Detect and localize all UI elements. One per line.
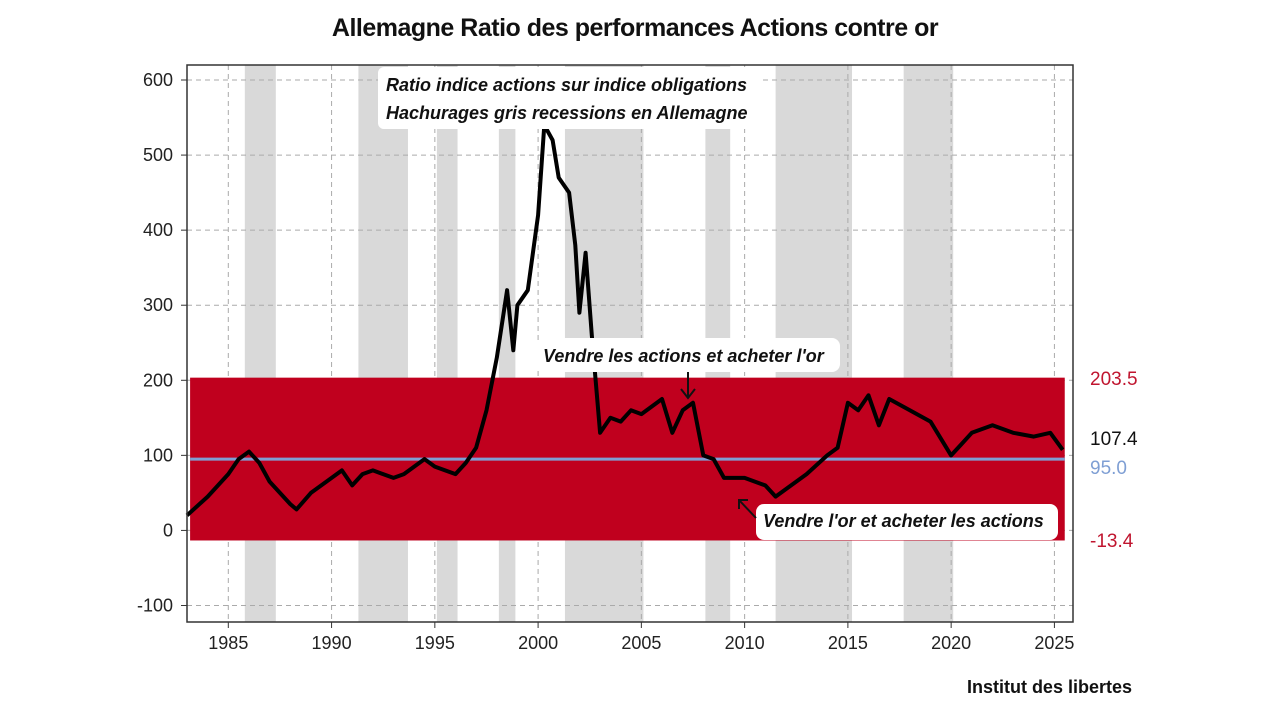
y-tick-label: 200 xyxy=(143,370,173,390)
x-tick-label: 1985 xyxy=(208,633,248,653)
y-tick-label: 400 xyxy=(143,220,173,240)
band-upper-label: 203.5 xyxy=(1090,369,1138,390)
y-tick-label: 0 xyxy=(163,520,173,540)
ratio-series-line xyxy=(185,123,1065,517)
sell-gold-annotation: Vendre l'or et acheter les actions xyxy=(763,511,1044,531)
last-value-label: 107.4 xyxy=(1090,429,1138,450)
sell-stocks-annotation: Vendre les actions et acheter l'or xyxy=(543,346,825,366)
x-tick-label: 2015 xyxy=(828,633,868,653)
x-tick-label: 2025 xyxy=(1034,633,1074,653)
sell-gold-box xyxy=(756,504,1058,540)
mean-label: 95.0 xyxy=(1090,458,1127,479)
plot-frame xyxy=(186,64,1074,623)
x-tick-label: 1995 xyxy=(415,633,455,653)
source-label: Institut des libertes xyxy=(966,677,1132,697)
band-lower-label: -13.4 xyxy=(1090,531,1134,552)
x-tick-label: 2000 xyxy=(518,633,558,653)
y-tick-label: 600 xyxy=(143,70,173,90)
legend-line-1: Ratio indice actions sur indice obligati… xyxy=(386,75,747,95)
sell-gold-arrow xyxy=(738,499,757,519)
legend-line-2: Hachurages gris recessions en Allemagne xyxy=(386,103,748,123)
sell-stocks-arrow xyxy=(680,372,696,400)
y-tick-label: -100 xyxy=(137,595,173,615)
x-tick-label: 2020 xyxy=(931,633,971,653)
y-tick-label: 300 xyxy=(143,295,173,315)
x-tick-label: 1990 xyxy=(312,633,352,653)
chart-title: Allemagne Ratio des performances Actions… xyxy=(331,14,939,42)
x-tick-label: 2010 xyxy=(725,633,765,653)
x-tick-label: 2005 xyxy=(621,633,661,653)
y-tick-label: 500 xyxy=(143,145,173,165)
y-tick-label: 100 xyxy=(143,445,173,465)
legend-box xyxy=(378,67,760,129)
sell-stocks-box xyxy=(536,338,840,372)
